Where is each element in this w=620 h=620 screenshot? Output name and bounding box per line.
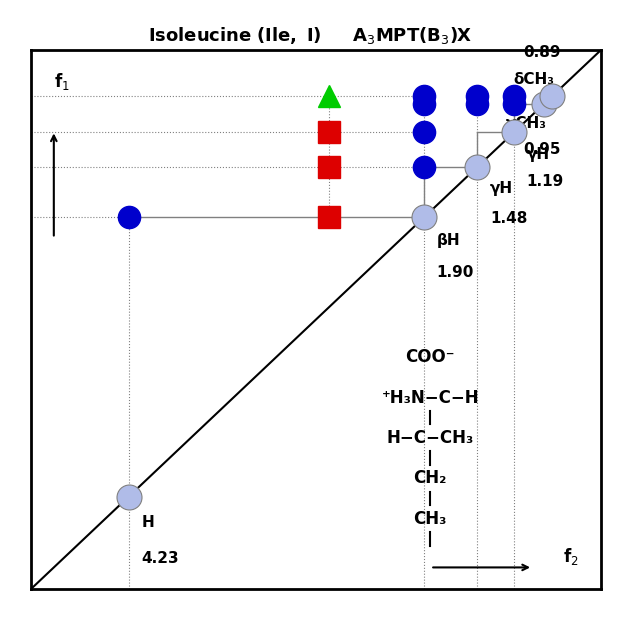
Text: CH₂: CH₂	[414, 469, 447, 487]
Text: f$_2$: f$_2$	[563, 546, 578, 567]
Text: βH: βH	[436, 233, 460, 248]
Text: $\mathbf{Isoleucine\ (Ile,\ I)}$     A$_3$MPT(B$_3$)X: $\mathbf{Isoleucine\ (Ile,\ I)}$ A$_3$MP…	[148, 25, 472, 46]
Text: γH: γH	[490, 182, 513, 197]
Text: γH: γH	[526, 147, 550, 162]
Text: δCH₃: δCH₃	[513, 72, 554, 87]
Text: f$_1$: f$_1$	[54, 71, 69, 92]
Text: 1.90: 1.90	[436, 265, 474, 280]
Text: H: H	[141, 515, 154, 529]
Text: 4.23: 4.23	[141, 551, 179, 565]
Text: 0.89: 0.89	[523, 45, 561, 60]
Text: H−C−CH₃: H−C−CH₃	[387, 429, 474, 447]
Text: CH₃: CH₃	[414, 510, 447, 528]
Text: γCH₃: γCH₃	[506, 115, 547, 131]
Text: COO⁻: COO⁻	[405, 348, 455, 366]
Text: ⁺H₃N−C−H: ⁺H₃N−C−H	[381, 389, 479, 407]
Text: 1.48: 1.48	[490, 211, 527, 226]
Text: 0.95: 0.95	[523, 142, 561, 157]
Text: 1.19: 1.19	[526, 174, 564, 189]
